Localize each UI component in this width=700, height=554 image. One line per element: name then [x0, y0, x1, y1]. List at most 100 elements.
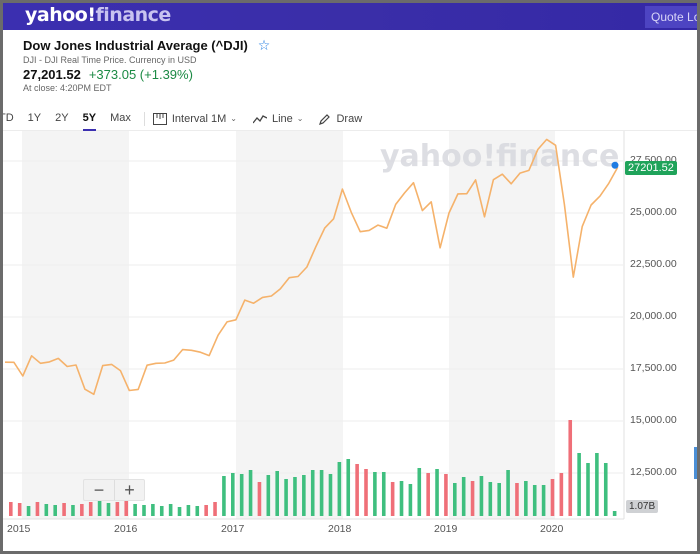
volume-bar	[461, 477, 466, 516]
volume-bar	[159, 506, 164, 516]
x-tick-label: 2020	[540, 523, 564, 535]
quote-subtitle: DJI - DJI Real Time Price. Currency in U…	[23, 55, 197, 65]
chart-type-dropdown[interactable]: Line ⌄	[252, 112, 304, 125]
volume-bar	[257, 482, 262, 516]
volume-bar	[239, 474, 244, 516]
volume-bar	[53, 505, 57, 516]
chart-canvas[interactable]: yahoo!finance	[3, 131, 697, 551]
x-tick-label: 2018	[328, 523, 352, 535]
x-tick-label: 2015	[7, 523, 31, 535]
y-tick-label: 25,000.00	[630, 206, 677, 218]
volume-bar	[248, 470, 253, 516]
volume-bar	[17, 503, 22, 516]
range-1y[interactable]: 1Y	[27, 111, 42, 124]
top-navigation-bar: yahoo!finance Quote Lo	[3, 3, 697, 30]
draw-label: Draw	[336, 112, 363, 125]
market-close-time: At close: 4:20PM EDT	[23, 83, 112, 93]
quote-title: Dow Jones Industrial Average (^DJI)	[23, 38, 248, 53]
zoom-in-button[interactable]: +	[114, 480, 144, 500]
star-icon[interactable]: ☆	[257, 37, 271, 53]
volume-bar	[310, 470, 315, 516]
interval-value: 1M	[211, 112, 227, 125]
volume-bar	[399, 481, 404, 516]
volume-bar	[417, 468, 422, 516]
volume-bar	[124, 501, 129, 516]
pencil-icon	[319, 113, 331, 125]
volume-bar	[133, 504, 137, 516]
current-price: 27,201.52	[23, 67, 81, 82]
volume-bar	[62, 503, 66, 516]
volume-bar	[488, 482, 493, 516]
price-line	[4, 138, 619, 396]
x-tick-label: 2019	[434, 523, 458, 535]
volume-bar	[328, 474, 333, 516]
zoom-controls: − +	[83, 479, 145, 501]
volume-bar	[177, 507, 182, 516]
volume-bar	[26, 506, 31, 516]
volume-bar	[337, 462, 342, 516]
volume-bar	[603, 463, 608, 516]
volume-bar	[115, 502, 120, 516]
price-chart[interactable]: yahoo!finance 27,500.00 25,000.00 22,500…	[3, 131, 697, 551]
volume-bar	[97, 501, 102, 516]
volume-bar	[151, 504, 155, 516]
volume-bar	[506, 470, 510, 516]
year-band	[236, 131, 343, 519]
volume-bar	[266, 475, 271, 516]
range-ytd[interactable]: TD	[3, 111, 14, 124]
volume-bar	[381, 472, 386, 516]
volume-bar	[204, 505, 208, 516]
volume-bar	[426, 473, 430, 516]
volume-bar	[142, 505, 146, 516]
volume-bar	[524, 481, 528, 516]
volume-bar	[222, 476, 226, 516]
volume-bar	[71, 505, 75, 516]
zoom-out-button[interactable]: −	[93, 480, 105, 500]
yahoo-finance-logo[interactable]: yahoo!finance	[25, 4, 171, 26]
volume-bar	[515, 483, 519, 516]
year-band	[449, 131, 555, 519]
volume-bar	[595, 453, 599, 516]
volume-bar	[586, 463, 590, 516]
quote-header: Dow Jones Industrial Average (^DJI) ☆ DJ…	[23, 37, 270, 93]
volume-bar	[186, 505, 191, 516]
scrollbar-handle[interactable]	[694, 447, 697, 479]
chart-toolbar: TD 1Y 2Y 5Y Max Interval 1M⌄ Line⌄ Draw	[3, 107, 697, 131]
volume-bar	[231, 473, 235, 516]
year-band	[22, 131, 129, 519]
volume-bar	[44, 504, 49, 516]
volume-bar	[346, 459, 351, 516]
chart-type-label: Line	[271, 112, 293, 125]
app-window: yahoo!finance Quote Lo Dow Jones Industr…	[3, 3, 697, 551]
volume-bar	[550, 479, 555, 516]
y-tick-label: 15,000.00	[630, 414, 677, 426]
quote-lookup-button[interactable]: Quote Lo	[645, 6, 697, 28]
watermark-logo: yahoo!finance	[380, 139, 619, 174]
price-change: +373.05 (+1.39%)	[88, 67, 193, 82]
draw-button[interactable]: Draw	[319, 113, 362, 125]
volume-bar	[168, 504, 173, 516]
volume-bar	[390, 482, 395, 516]
toolbar-divider	[143, 111, 145, 126]
volume-bar	[453, 483, 457, 516]
last-price-badge: 27201.52	[625, 161, 677, 175]
volume-bar	[9, 502, 13, 516]
volume-bar	[355, 464, 359, 516]
volume-bar	[559, 473, 564, 516]
interval-dropdown[interactable]: Interval 1M ⌄	[152, 112, 237, 125]
volume-bar	[284, 479, 288, 516]
volume-bar	[541, 485, 546, 516]
volume-bar	[213, 502, 217, 516]
chevron-down-icon: ⌄	[230, 114, 237, 123]
y-tick-label: 12,500.00	[630, 466, 677, 478]
volume-bar	[275, 471, 279, 516]
volume-bar	[35, 502, 40, 516]
range-max[interactable]: Max	[110, 111, 131, 124]
range-2y[interactable]: 2Y	[55, 111, 69, 124]
volume-bar	[435, 469, 439, 516]
range-5y[interactable]: 5Y	[76, 107, 103, 131]
candle-interval-icon	[152, 112, 167, 125]
chevron-down-icon: ⌄	[296, 114, 304, 123]
y-tick-label: 22,500.00	[630, 258, 677, 270]
volume-bar	[497, 483, 501, 516]
